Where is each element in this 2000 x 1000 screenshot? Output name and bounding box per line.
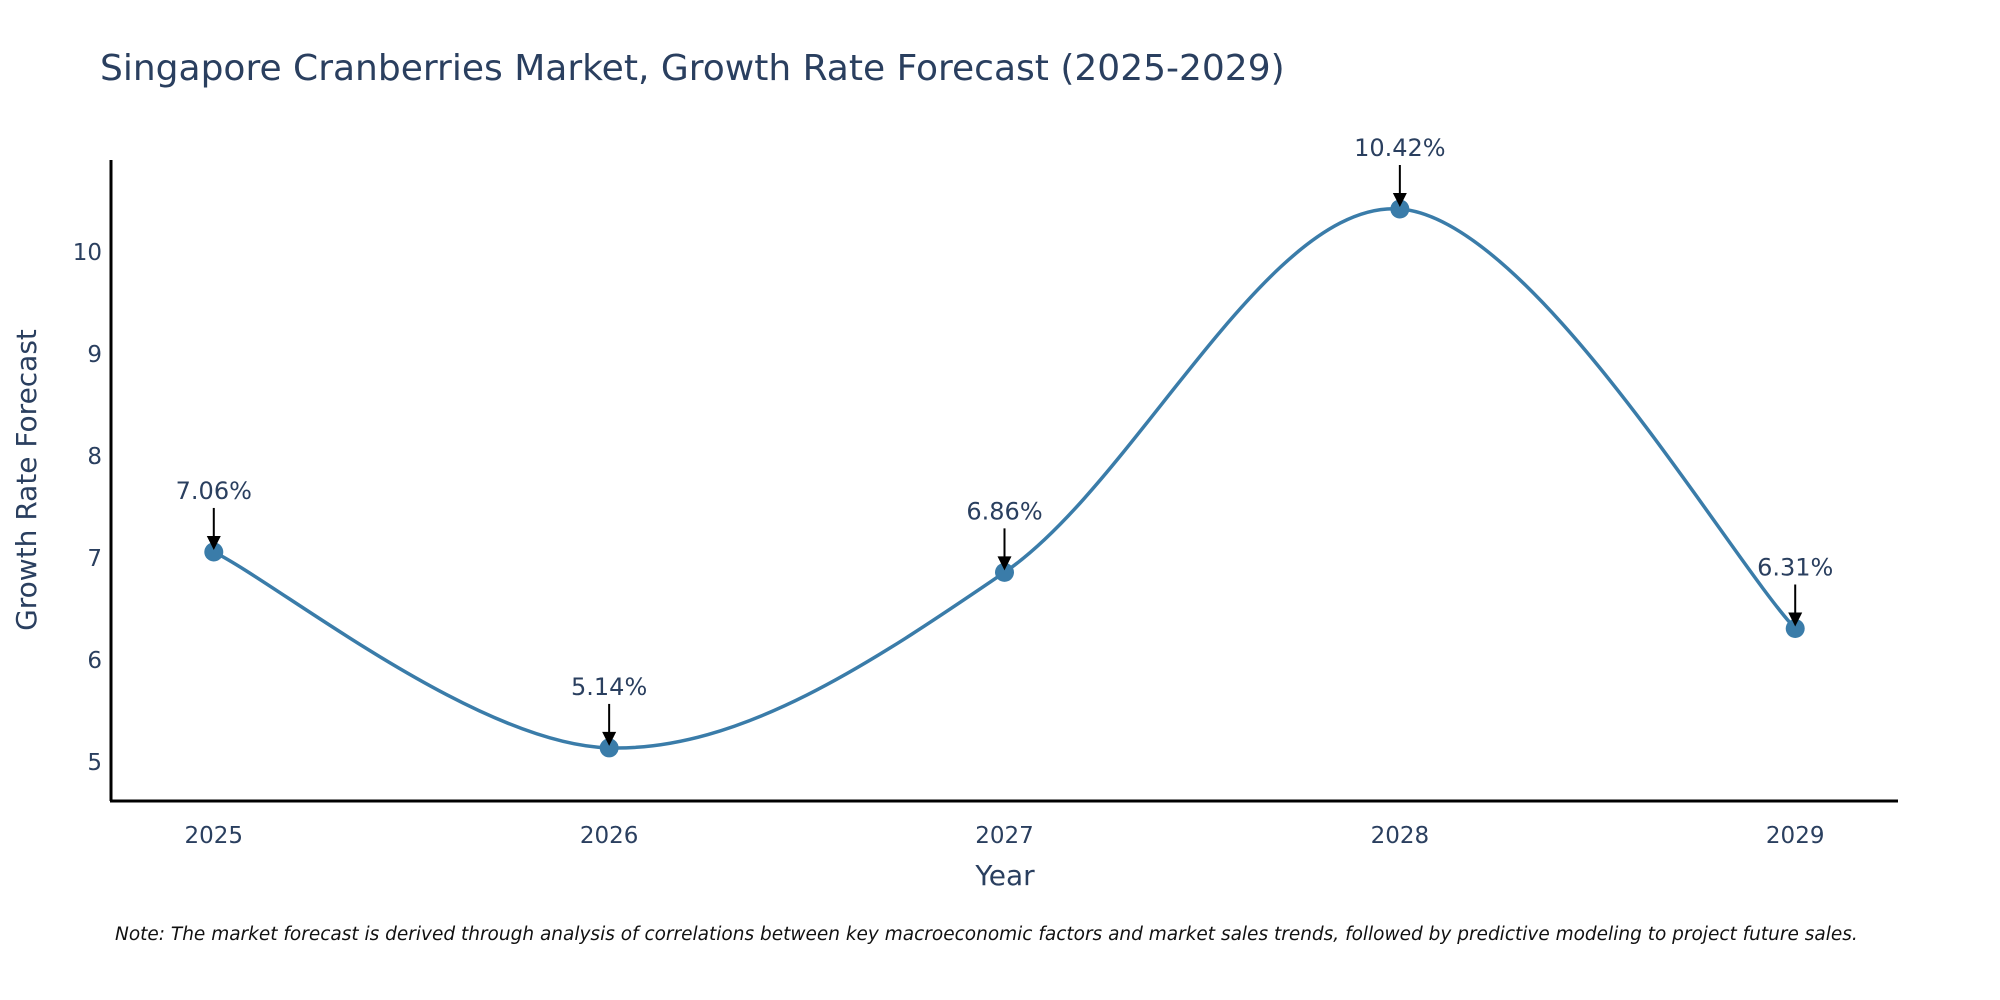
data-point [995,562,1014,582]
x-axis-ticks: 2025 2026 2027 2028 2029 [185,823,1825,849]
x-tick-label: 2026 [580,823,639,849]
data-markers [204,199,1805,758]
series-line [213,207,1797,750]
x-tick-label: 2027 [975,823,1034,849]
chart-title: Singapore Cranberries Market, Growth Rat… [100,48,1285,89]
y-tick-label: 8 [87,444,102,470]
y-axis-title: Growth Rate Forecast [10,329,43,631]
data-label: 7.06% [176,477,252,505]
annotation-arrowhead [206,535,221,550]
x-tick-label: 2028 [1371,823,1430,849]
y-tick-label: 9 [87,342,102,368]
footnote: Note: The market forecast is derived thr… [115,924,1858,945]
y-tick-label: 10 [73,240,102,266]
x-axis-title: Year [974,859,1035,892]
x-tick-label: 2025 [185,823,244,849]
y-tick-label: 7 [87,546,102,572]
data-label: 6.86% [966,497,1042,525]
annotation-arrowhead [1788,612,1803,627]
data-annotations: 7.06% 5.14% 6.86% 10.42% 6.31% [176,134,1833,746]
data-point [1390,199,1410,219]
data-point [1785,619,1805,639]
data-label: 10.42% [1354,134,1446,162]
annotation-arrowhead [997,556,1012,571]
x-tick-label: 2029 [1766,823,1825,849]
data-point [204,542,224,562]
y-tick-label: 6 [87,648,102,674]
data-label: 5.14% [571,673,647,701]
annotation-arrowhead [1392,192,1407,207]
y-tick-label: 5 [87,750,102,776]
y-axis-ticks: 5 6 7 8 9 10 [73,240,102,776]
annotation-arrowhead [602,731,617,746]
data-label: 6.31% [1757,554,1833,582]
data-point [599,738,619,758]
